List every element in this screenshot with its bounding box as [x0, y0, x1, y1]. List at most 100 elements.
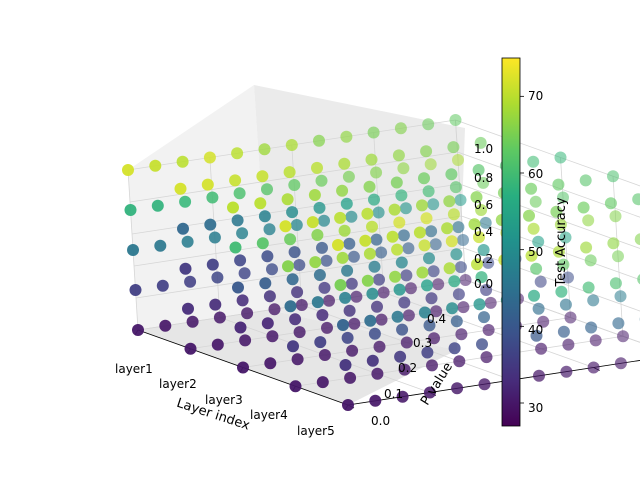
- data-point: [256, 237, 269, 250]
- data-point: [399, 202, 412, 215]
- colorbar-tick-label: 40: [528, 323, 543, 337]
- data-point: [452, 288, 465, 301]
- data-point: [457, 301, 470, 314]
- data-point: [527, 222, 540, 235]
- back-grid-line: [457, 151, 640, 218]
- data-point: [452, 154, 464, 166]
- data-point: [176, 155, 189, 168]
- data-point: [421, 346, 434, 359]
- data-point: [286, 273, 299, 286]
- data-point: [313, 269, 326, 281]
- colorbar-tick-label: 70: [528, 89, 543, 103]
- data-point: [289, 380, 302, 393]
- data-point: [426, 359, 438, 372]
- data-point: [614, 290, 627, 303]
- data-point: [530, 329, 543, 342]
- data-point: [309, 256, 322, 269]
- data-point: [203, 151, 216, 164]
- data-point: [394, 350, 407, 363]
- data-point: [587, 361, 600, 374]
- data-point: [418, 239, 431, 252]
- data-point: [429, 238, 442, 251]
- data-point: [336, 184, 349, 197]
- data-point: [579, 174, 592, 187]
- data-point: [430, 305, 443, 318]
- data-point: [427, 265, 440, 278]
- data-point: [422, 118, 435, 131]
- data-point: [375, 246, 388, 259]
- data-point: [457, 234, 469, 246]
- data-point: [361, 207, 374, 220]
- data-point: [450, 315, 463, 328]
- data-point: [308, 189, 321, 201]
- data-point: [455, 328, 468, 341]
- left-grid-line: [133, 215, 462, 267]
- data-point: [577, 201, 590, 214]
- data-point: [288, 246, 301, 259]
- data-point: [632, 193, 640, 206]
- data-point: [557, 191, 569, 204]
- left-pane: [128, 85, 269, 330]
- data-point: [562, 271, 574, 284]
- data-point: [181, 235, 194, 248]
- data-point: [313, 201, 326, 214]
- data-point: [154, 239, 167, 252]
- data-point: [637, 274, 640, 285]
- data-point: [363, 180, 376, 193]
- data-point: [425, 225, 438, 238]
- data-point: [479, 216, 492, 229]
- data-point: [345, 210, 358, 223]
- data-point: [306, 216, 319, 229]
- data-point: [473, 231, 485, 244]
- data-point: [316, 376, 329, 389]
- data-point: [339, 359, 352, 371]
- data-point: [184, 275, 197, 288]
- data-point: [634, 233, 640, 246]
- colorbar-tick-label: 50: [528, 245, 543, 259]
- data-point: [580, 241, 593, 254]
- data-point: [445, 235, 458, 248]
- data-point: [372, 206, 385, 219]
- data-point: [607, 170, 619, 183]
- data-point: [206, 191, 219, 204]
- data-point: [209, 298, 222, 311]
- data-point: [318, 349, 331, 361]
- y-tick-label: 0.1: [384, 387, 403, 401]
- data-point: [182, 302, 194, 315]
- data-point: [263, 290, 276, 303]
- data-point: [174, 182, 187, 195]
- data-point: [122, 164, 134, 176]
- data-point: [525, 182, 538, 195]
- data-point: [237, 361, 249, 374]
- data-point: [261, 183, 273, 196]
- data-point: [344, 371, 357, 384]
- x-tick-label: layer3: [205, 393, 243, 407]
- data-point: [393, 283, 406, 296]
- data-point: [420, 145, 433, 158]
- x-tick-label: layer1: [115, 362, 153, 376]
- data-point: [413, 226, 426, 239]
- data-point: [234, 254, 247, 267]
- data-point: [370, 166, 383, 179]
- data-point: [416, 199, 428, 212]
- z-tick-label: 0.4: [474, 225, 493, 239]
- z-tick-label: 0.0: [474, 277, 493, 291]
- data-point: [391, 243, 404, 256]
- data-point: [293, 326, 306, 339]
- data-point: [256, 170, 269, 183]
- data-point: [268, 303, 281, 316]
- data-point: [316, 309, 329, 321]
- data-point: [239, 334, 252, 347]
- data-point: [523, 209, 535, 222]
- data-point: [585, 321, 598, 334]
- data-point: [236, 227, 249, 240]
- data-point: [311, 296, 324, 309]
- data-point: [388, 203, 401, 216]
- data-point: [258, 143, 271, 156]
- data-point: [454, 194, 467, 206]
- data-point: [370, 233, 383, 246]
- data-point: [582, 281, 595, 294]
- data-point: [478, 311, 490, 324]
- data-point: [281, 193, 294, 206]
- data-point: [149, 159, 162, 172]
